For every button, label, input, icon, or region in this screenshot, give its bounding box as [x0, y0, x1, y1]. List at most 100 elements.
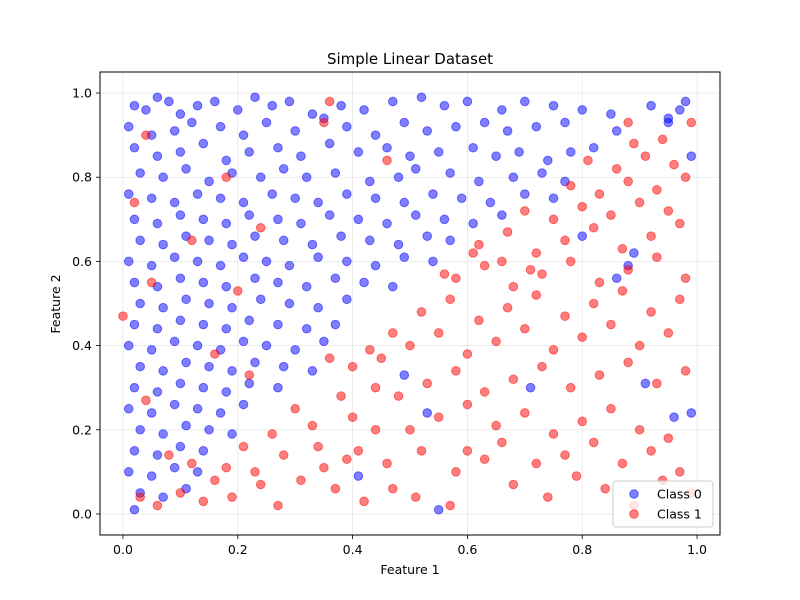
- data-point-class-0: [221, 218, 232, 229]
- data-point-class-0: [204, 361, 214, 372]
- data-point-class-0: [181, 357, 191, 368]
- data-point-class-1: [537, 361, 547, 372]
- legend: Class 0 Class 1: [612, 480, 714, 528]
- data-point-class-0: [215, 193, 226, 204]
- data-point-class-0: [221, 323, 232, 334]
- data-point-class-1: [324, 96, 335, 107]
- data-point-class-1: [594, 189, 605, 199]
- data-point-class-0: [221, 281, 232, 292]
- data-point-class-0: [514, 147, 524, 157]
- data-point-class-0: [296, 151, 306, 161]
- data-point-class-1: [451, 467, 461, 477]
- data-point-class-0: [164, 96, 174, 107]
- data-point-class-1: [491, 336, 501, 347]
- data-point-class-0: [192, 340, 203, 351]
- data-point-class-0: [456, 193, 467, 204]
- data-point-class-0: [175, 378, 186, 389]
- data-point-class-1: [646, 231, 656, 241]
- data-point-class-0: [244, 210, 255, 220]
- data-point-class-0: [485, 197, 496, 208]
- chart-title: Simple Linear Dataset: [327, 50, 493, 68]
- data-point-class-1: [663, 433, 674, 443]
- data-point-class-1: [198, 496, 209, 507]
- data-point-class-1: [451, 273, 461, 284]
- data-point-class-0: [181, 420, 191, 431]
- data-point-class-0: [261, 340, 272, 351]
- data-point-class-0: [273, 277, 283, 288]
- data-point-class-0: [250, 92, 260, 103]
- data-point-class-0: [244, 315, 255, 326]
- data-point-class-1: [422, 378, 433, 389]
- data-point-class-0: [123, 403, 134, 414]
- data-point-class-0: [158, 366, 168, 376]
- data-point-class-0: [629, 248, 639, 258]
- data-point-class-1: [313, 441, 323, 452]
- data-point-class-1: [548, 214, 559, 225]
- data-point-class-0: [399, 117, 410, 128]
- data-point-class-0: [359, 277, 369, 288]
- data-point-class-0: [278, 164, 289, 174]
- data-point-class-1: [577, 332, 588, 342]
- data-point-class-0: [433, 147, 444, 157]
- data-point-class-0: [319, 336, 329, 347]
- data-point-class-0: [129, 504, 140, 515]
- data-point-class-0: [479, 117, 490, 128]
- data-point-class-1: [135, 492, 145, 502]
- data-point-class-0: [169, 126, 180, 136]
- data-point-class-0: [129, 319, 140, 330]
- x-tick-label: 0.8: [572, 542, 592, 557]
- data-point-class-0: [560, 117, 570, 128]
- data-point-class-1: [433, 328, 444, 338]
- data-point-class-0: [129, 100, 140, 111]
- data-point-class-0: [129, 277, 140, 288]
- data-point-class-1: [410, 492, 421, 502]
- data-point-class-1: [520, 323, 530, 334]
- data-point-class-1: [405, 424, 415, 435]
- data-point-class-1: [479, 454, 490, 465]
- data-point-class-0: [204, 235, 214, 246]
- data-point-class-0: [307, 366, 318, 376]
- data-point-class-0: [399, 197, 410, 208]
- data-point-class-1: [187, 458, 197, 469]
- data-point-class-0: [250, 357, 260, 368]
- data-point-class-1: [141, 395, 151, 406]
- data-point-class-0: [123, 256, 134, 267]
- data-point-class-0: [462, 96, 473, 107]
- data-point-class-1: [491, 420, 501, 431]
- legend-marker: [629, 509, 639, 519]
- data-point-class-1: [675, 467, 685, 477]
- data-point-class-1: [531, 290, 542, 300]
- data-point-class-1: [221, 172, 232, 183]
- data-point-class-0: [238, 197, 249, 208]
- data-point-class-1: [497, 437, 507, 448]
- data-point-class-0: [428, 256, 438, 267]
- y-tick-label: 0.2: [72, 422, 92, 437]
- data-point-class-1: [462, 349, 473, 359]
- data-point-class-1: [634, 424, 645, 435]
- data-point-class-1: [393, 391, 404, 401]
- data-point-class-1: [273, 500, 283, 511]
- data-point-class-0: [353, 471, 364, 481]
- data-point-class-1: [560, 450, 570, 460]
- data-point-class-0: [290, 126, 300, 136]
- data-point-class-1: [324, 353, 335, 364]
- data-point-class-0: [301, 172, 312, 183]
- data-point-class-1: [583, 155, 593, 166]
- y-tick-label: 1.0: [72, 86, 92, 101]
- data-point-class-1: [347, 361, 358, 372]
- data-point-class-0: [382, 142, 392, 153]
- data-point-class-0: [531, 121, 542, 132]
- data-point-class-0: [313, 302, 323, 313]
- data-point-class-1: [405, 340, 415, 351]
- data-point-class-0: [192, 256, 203, 267]
- data-point-class-0: [273, 382, 283, 393]
- data-point-class-0: [439, 214, 450, 225]
- data-point-class-1: [623, 117, 633, 128]
- data-point-class-1: [531, 248, 542, 258]
- data-point-class-1: [255, 222, 266, 233]
- data-point-class-0: [135, 424, 145, 435]
- data-point-class-1: [640, 151, 651, 161]
- legend-marker: [629, 489, 639, 499]
- data-point-class-0: [548, 193, 559, 204]
